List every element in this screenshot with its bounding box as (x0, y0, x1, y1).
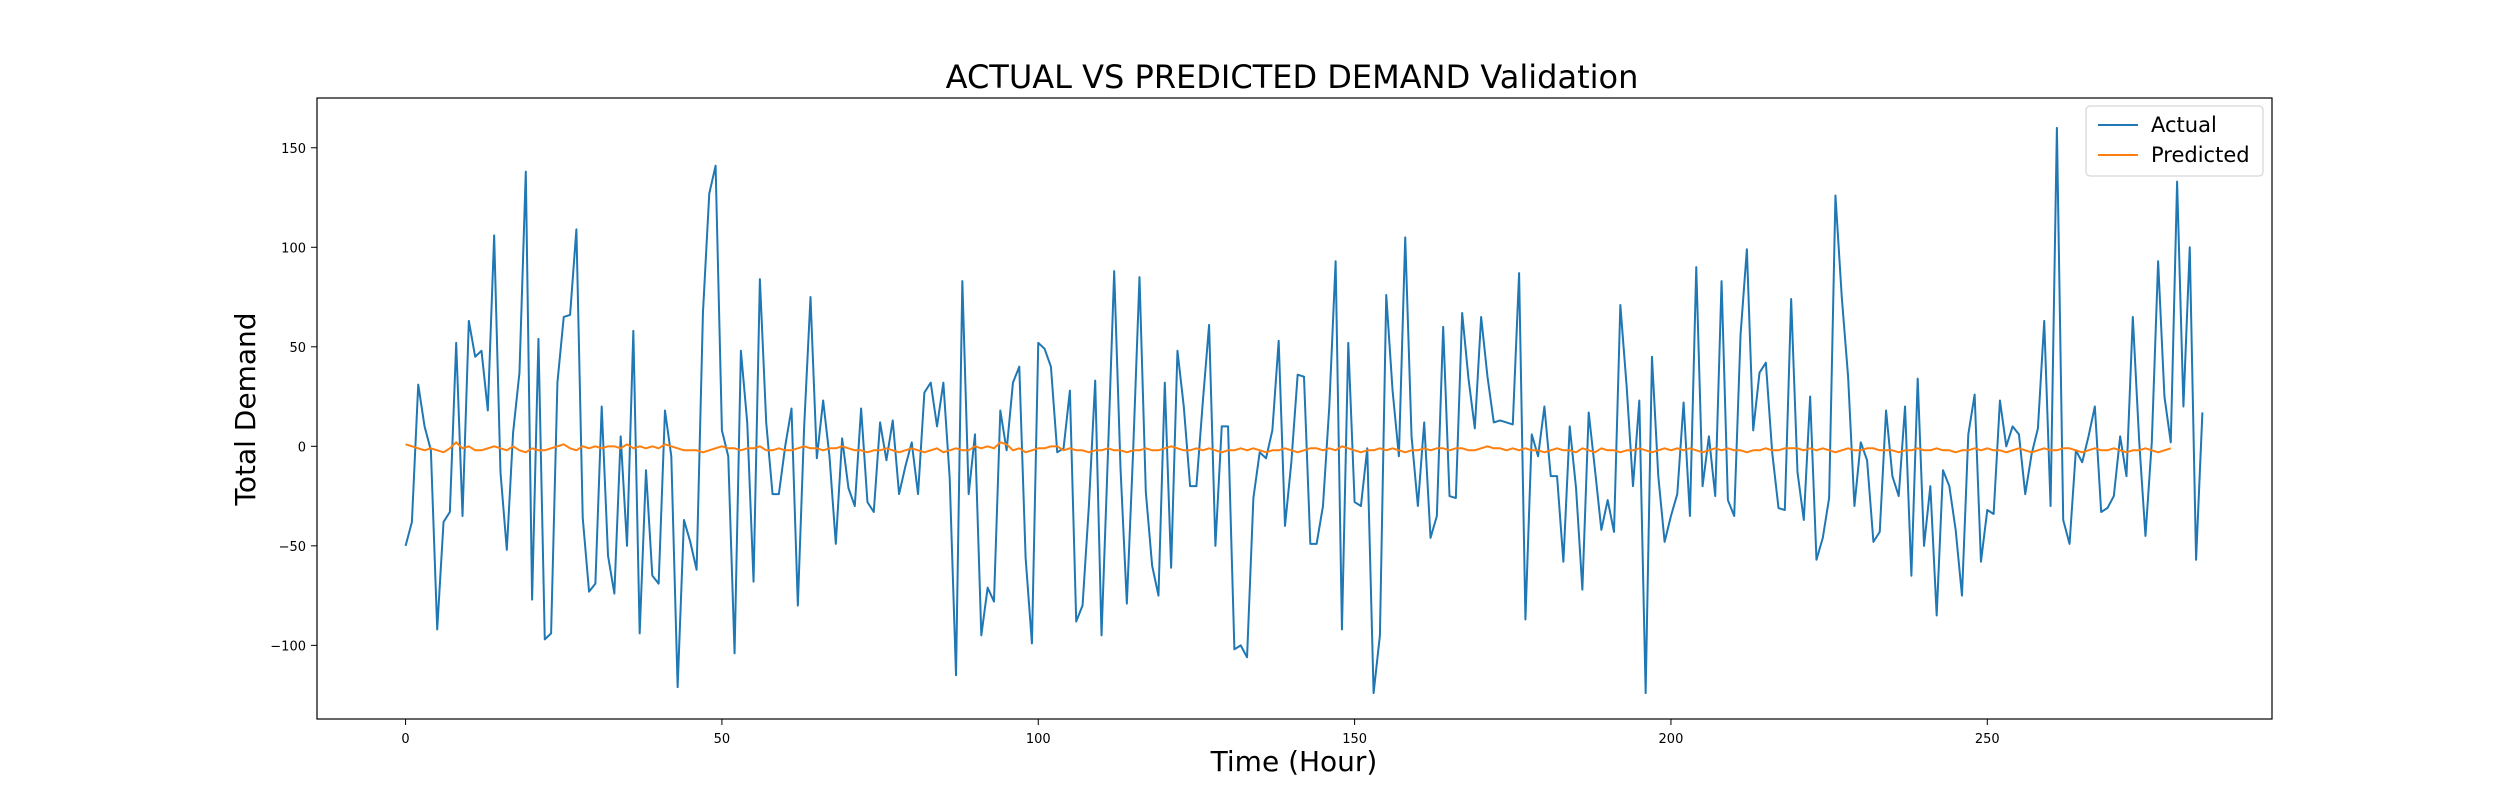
x-axis-label: Time (Hour) (1210, 745, 1378, 778)
series-layer (404, 126, 2204, 695)
x-tick-label: 250 (1975, 732, 2000, 747)
plot-frame (316, 97, 2273, 720)
y-tick-label: −50 (279, 540, 306, 555)
y-tick-label: 100 (281, 241, 306, 256)
x-tick-label: 150 (1342, 732, 1367, 747)
y-tick-label: 0 (298, 440, 306, 455)
legend-frame (2085, 105, 2264, 177)
x-tick-label: 200 (1659, 732, 1684, 747)
y-axis-label: Total Demand (229, 312, 262, 506)
y-tick-label: 50 (289, 341, 306, 356)
series-line-predicted (405, 441, 2172, 454)
series-line-actual (404, 126, 2204, 695)
legend: Actual Predicted (2085, 105, 2264, 177)
x-axis: 0 50 100 150 200 250 (401, 719, 2000, 747)
x-tick-label: 0 (401, 732, 409, 747)
chart-title: ACTUAL VS PREDICTED DEMAND Validation (946, 58, 1639, 96)
y-tick-label: 150 (281, 142, 306, 157)
x-tick-label: 100 (1026, 732, 1051, 747)
legend-label-actual: Actual (2151, 113, 2217, 137)
x-tick-label: 50 (714, 732, 731, 747)
legend-label-predicted: Predicted (2151, 143, 2250, 167)
y-tick-label: −100 (270, 639, 306, 654)
y-axis: −100 −50 0 50 100 150 (270, 142, 317, 654)
